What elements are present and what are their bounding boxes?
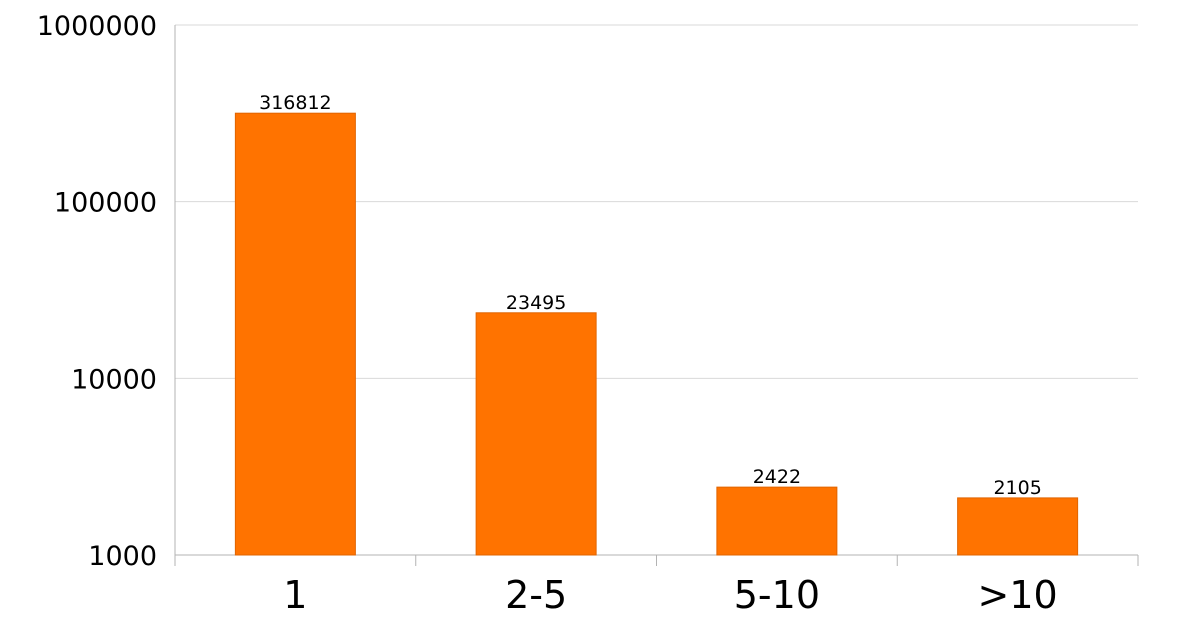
bar	[957, 497, 1079, 556]
x-tick-label: >10	[978, 573, 1058, 617]
y-tick-label: 10000	[71, 364, 157, 395]
bars	[234, 112, 1079, 556]
y-tick-label: 1000	[88, 541, 157, 572]
bar	[234, 112, 356, 556]
data-label: 2105	[993, 477, 1041, 499]
x-tick-label: 2-5	[505, 573, 567, 617]
bar	[475, 312, 597, 556]
labels: 1000 10000 100000 1000000 316812 1 23495 2-5 242…	[37, 11, 1058, 617]
y-tick-label: 100000	[54, 188, 157, 219]
data-label: 2422	[753, 466, 801, 488]
data-label: 316812	[259, 92, 332, 114]
data-label: 23495	[506, 292, 566, 314]
x-tick-label: 5-10	[734, 573, 820, 617]
bar	[716, 486, 838, 556]
x-tick-label: 1	[283, 573, 307, 617]
y-tick-label: 1000000	[37, 11, 157, 42]
